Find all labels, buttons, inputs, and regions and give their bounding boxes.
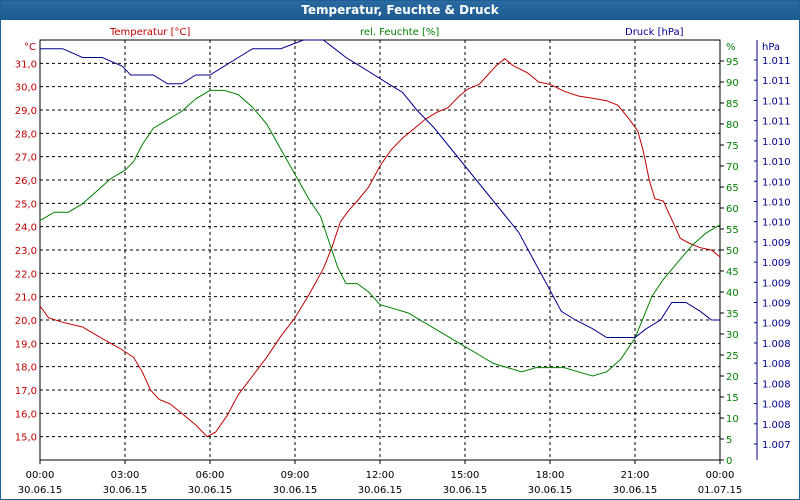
humidity-tick-label: 45 [726,267,739,278]
pressure-tick-label: 1.008 [762,339,791,350]
x-tick-label-date: 30.06.15 [613,485,658,496]
pressure-tick-label: 1.011 [762,56,791,67]
pressure-tick-label: 1.010 [762,218,791,229]
x-tick-label-time: 12:00 [366,470,395,481]
temperature-tick-label: 29,0 [15,106,37,117]
series-name-humidity: rel. Feuchte [%] [360,27,439,38]
temperature-tick-label: 19,0 [15,339,37,350]
temperature-tick-label: 22,0 [15,269,37,280]
temperature-tick-label: 30,0 [15,83,37,94]
temperature-tick-label: 25,0 [15,199,37,210]
temperature-tick-label: 15,0 [15,433,37,444]
grid [39,39,721,461]
pressure-tick-label: 1.008 [762,379,791,390]
pressure-tick-label: 1.009 [762,258,791,269]
pressure-tick-label: 1.011 [762,76,791,87]
temperature-tick-label: 23,0 [15,246,37,257]
humidity-tick-label: 15 [726,393,739,404]
series-line-pressure [40,39,720,338]
x-tick-label-date: 30.06.15 [358,485,403,496]
humidity-tick-label: 5 [726,435,732,446]
temperature-tick-label: 28,0 [15,129,37,140]
x-tick-label-date: 30.06.15 [188,485,233,496]
series-line-humidity [39,89,721,377]
x-tick-label-time: 03:00 [111,470,140,481]
pressure-unit-label: hPa [762,42,780,53]
temperature-unit-label: °C [24,42,36,53]
pressure-tick-label: 1.008 [762,359,791,370]
humidity-tick-label: 0 [726,456,732,467]
humidity-tick-label: 40 [726,288,739,299]
x-tick-label-time: 00:00 [706,470,735,481]
x-tick-label-time: 00:00 [26,470,55,481]
temperature-tick-label: 18,0 [15,363,37,374]
humidity-tick-label: 65 [726,183,739,194]
humidity-tick-label: 60 [726,204,739,215]
humidity-tick-label: 25 [726,351,739,362]
series-name-temperature: Temperatur [°C] [109,27,190,38]
temperature-tick-label: 17,0 [15,386,37,397]
temperature-tick-label: 21,0 [15,293,37,304]
pressure-tick-label: 1.009 [762,299,791,310]
series-name-pressure: Druck [hPa] [625,27,684,38]
pressure-tick-label: 1.007 [762,440,791,451]
x-tick-label-date: 30.06.15 [443,485,488,496]
pressure-tick-label: 1.008 [762,420,791,431]
series-layer [39,39,721,438]
humidity-unit-label: % [726,42,736,53]
x-tick-label-date: 30.06.15 [103,485,148,496]
x-tick-label-date: 30.06.15 [18,485,63,496]
x-tick-label-date: 30.06.15 [273,485,318,496]
x-tick-label-date: 30.06.15 [528,485,573,496]
x-tick-label-time: 06:00 [196,470,225,481]
series-line-temperature [39,58,721,438]
pressure-tick-label: 1.010 [762,157,791,168]
humidity-tick-label: 55 [726,225,739,236]
humidity-tick-label: 70 [726,162,739,173]
pressure-tick-label: 1.011 [762,96,791,107]
humidity-tick-label: 10 [726,414,739,425]
pressure-tick-label: 1.011 [762,117,791,128]
temperature-tick-label: 24,0 [15,223,37,234]
pressure-tick-label: 1.010 [762,137,791,148]
temperature-tick-label: 16,0 [15,409,37,420]
pressure-tick-label: 1.010 [762,177,791,188]
x-tick-label-time: 15:00 [451,470,480,481]
humidity-tick-label: 30 [726,330,739,341]
humidity-tick-label: 35 [726,309,739,320]
x-tick-label-time: 09:00 [281,470,310,481]
pressure-tick-label: 1.009 [762,319,791,330]
temperature-tick-label: 31,0 [15,59,37,70]
chart-title: Temperatur, Feuchte & Druck [1,1,799,20]
x-tick-label-time: 18:00 [536,470,565,481]
x-tick-label-time: 21:00 [621,470,650,481]
humidity-tick-label: 90 [726,78,739,89]
humidity-tick-label: 80 [726,120,739,131]
humidity-tick-label: 75 [726,141,739,152]
humidity-tick-label: 20 [726,372,739,383]
humidity-tick-label: 85 [726,99,739,110]
axes-layer: 00:00 30.06.15 03:00 30.06.15 06:00 30.06.15 0… [15,27,791,496]
pressure-tick-label: 1.008 [762,400,791,411]
temperature-tick-label: 20,0 [15,316,37,327]
x-tick-label-date: 01.07.15 [698,485,743,496]
humidity-tick-label: 95 [726,57,739,68]
temperature-tick-label: 27,0 [15,153,37,164]
pressure-tick-label: 1.010 [762,197,791,208]
pressure-tick-label: 1.009 [762,278,791,289]
temperature-tick-label: 26,0 [15,176,37,187]
humidity-tick-label: 50 [726,246,739,257]
pressure-tick-label: 1.009 [762,238,791,249]
